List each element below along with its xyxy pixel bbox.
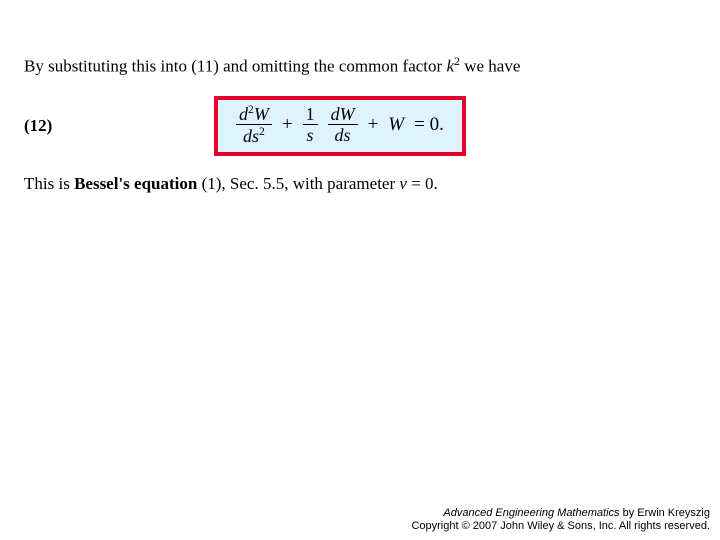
intro-paragraph: By substituting this into (11) and omitt… — [24, 53, 696, 79]
eq-term1: d2W ds2 — [236, 104, 272, 147]
closing-nu: ν — [399, 174, 407, 193]
footer: Advanced Engineering Mathematics by Erwi… — [411, 507, 710, 535]
closing-mid: (1), Sec. 5.5, with parameter — [197, 174, 399, 193]
closing-paragraph: This is Bessel's equation (1), Sec. 5.5,… — [24, 173, 696, 196]
intro-text-suffix: we have — [460, 57, 520, 76]
footer-byline: by Erwin Kreyszig — [620, 507, 710, 519]
eq-term2a: 1 s — [303, 105, 318, 146]
equation: d2W ds2 + 1 s dW ds + W = 0. — [236, 104, 444, 147]
footer-line1: Advanced Engineering Mathematics by Erwi… — [411, 507, 710, 521]
eq-W: W — [388, 114, 404, 136]
eq-eqzero: = 0. — [414, 114, 444, 136]
footer-copyright: Copyright © 2007 John Wiley & Sons, Inc.… — [411, 520, 710, 534]
closing-prefix: This is — [24, 174, 74, 193]
closing-bold: Bessel's equation — [74, 174, 197, 193]
footer-book-title: Advanced Engineering Mathematics — [443, 507, 619, 519]
equation-label: (12) — [24, 116, 214, 136]
intro-k: k — [446, 57, 454, 76]
equation-row: (12) d2W ds2 + 1 s dW ds — [24, 96, 696, 157]
intro-text-prefix: By substituting this into (11) and omitt… — [24, 57, 446, 76]
equation-box: d2W ds2 + 1 s dW ds + W = 0. — [214, 96, 466, 157]
eq-term2b: dW ds — [328, 105, 358, 146]
closing-tail: = 0. — [407, 174, 438, 193]
eq-plus1: + — [282, 114, 293, 136]
eq-plus2: + — [368, 114, 379, 136]
